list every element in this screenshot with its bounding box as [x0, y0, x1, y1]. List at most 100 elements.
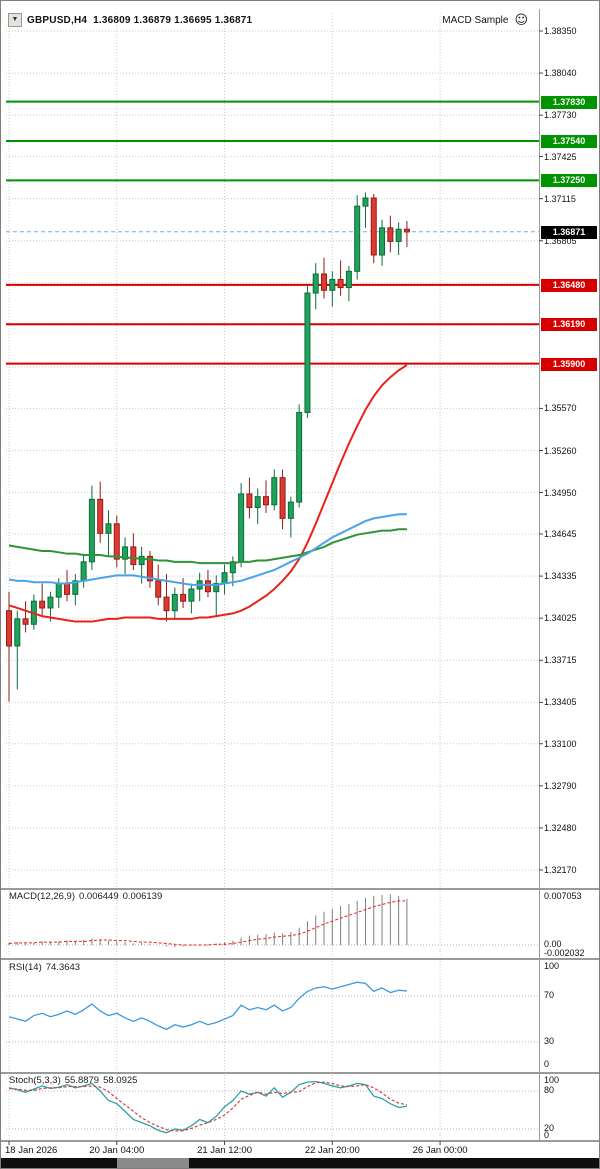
level-price-label: 1.37540 [541, 134, 597, 148]
stoch-axis-label: 100 [544, 1075, 560, 1085]
symbol-label: GBPUSD,H4 [27, 14, 88, 26]
price-tick-label: 1.34335 [544, 571, 577, 582]
time-axis-label: 26 Jan 00:00 [412, 1145, 468, 1156]
symbol-ohlc-label: GBPUSD,H4 1.36809 1.36879 1.36695 1.3687… [27, 15, 252, 26]
candle[interactable] [321, 257, 328, 299]
candle[interactable] [6, 591, 12, 702]
candle[interactable] [22, 601, 29, 633]
ma-blue-line [8, 513, 407, 586]
expert-advisor-label: MACD Sample ☺ [442, 14, 528, 27]
stoch-panel-label: Stoch(5,3,3) 55.8879 58.0925 [9, 1075, 141, 1086]
stoch-k-value: 55.8879 [64, 1075, 100, 1086]
macd-signal-line [8, 900, 407, 946]
price-tick-label: 1.35570 [544, 403, 577, 414]
candle[interactable] [213, 575, 220, 617]
macd-signal-value: 0.006139 [122, 891, 163, 902]
stoch-k-line [8, 1080, 408, 1134]
candle[interactable] [379, 219, 386, 266]
stoch-axis-label: 20 [544, 1123, 555, 1133]
candle[interactable] [146, 550, 153, 588]
candle[interactable] [370, 193, 377, 264]
candle[interactable] [403, 221, 410, 247]
ohlc-values: 1.36809 1.36879 1.36695 1.36871 [93, 14, 253, 26]
smiley-icon[interactable]: ☺ [514, 13, 528, 28]
candle[interactable] [395, 222, 402, 256]
stoch-axis-label: 80 [544, 1085, 555, 1095]
candle[interactable] [188, 583, 195, 614]
candle[interactable] [312, 263, 319, 310]
level-price-label: 1.36480 [541, 278, 597, 292]
price-tick-label: 1.37115 [544, 193, 576, 204]
candle[interactable] [254, 488, 261, 524]
price-tick-label: 1.38040 [544, 68, 577, 79]
candle[interactable] [163, 574, 170, 622]
scrollbar-thumb[interactable] [117, 1158, 189, 1168]
rsi-value: 74.3643 [45, 962, 81, 973]
candle[interactable] [296, 404, 303, 508]
price-tick-label: 1.37425 [544, 151, 577, 162]
candle[interactable] [155, 564, 162, 606]
symbol-dropdown-button[interactable]: ▼ [8, 13, 22, 27]
level-price-label: 1.37830 [541, 95, 597, 109]
price-tick-label: 1.38350 [544, 26, 577, 36]
macd-axis-label: -0.002032 [544, 948, 585, 958]
level-price-label: 1.36190 [541, 318, 597, 332]
candle[interactable] [130, 533, 137, 570]
rsi-panel-label: RSI(14) 74.3643 [9, 962, 84, 973]
candle[interactable] [387, 215, 394, 253]
rsi-axis-label: 100 [544, 961, 560, 971]
candle[interactable] [171, 587, 178, 619]
rsi-axis-label: 0 [544, 1059, 550, 1069]
time-axis-label: 21 Jan 12:00 [197, 1145, 252, 1156]
bottom-scrollbar[interactable] [1, 1158, 599, 1168]
price-tick-label: 1.36805 [544, 235, 577, 246]
candle[interactable] [354, 195, 361, 280]
price-tick-label: 1.33715 [544, 655, 577, 666]
candle[interactable] [204, 569, 211, 598]
price-tick-label: 1.33100 [544, 738, 577, 749]
candle[interactable] [329, 271, 336, 307]
ma-red-line [8, 364, 408, 623]
stoch-d-value: 58.0925 [103, 1075, 138, 1086]
candle[interactable] [72, 574, 79, 606]
candle[interactable] [362, 192, 369, 228]
price-tick-label: 1.32170 [544, 865, 577, 875]
price-tick-label: 1.34025 [544, 613, 577, 624]
candle[interactable] [105, 510, 112, 557]
candle[interactable] [14, 610, 21, 690]
time-axis-label: 20 Jan 04:00 [89, 1145, 145, 1156]
candle[interactable] [246, 477, 253, 519]
candle[interactable] [279, 469, 286, 530]
time-axis-label: 22 Jan 20:00 [304, 1145, 360, 1156]
macd-axis-label: 0.00 [544, 939, 562, 949]
candle[interactable] [337, 260, 344, 296]
ea-name-label: MACD Sample [442, 15, 509, 26]
chart-header: ▼ GBPUSD,H4 1.36809 1.36879 1.36695 1.36… [8, 13, 252, 27]
price-tick-label: 1.32480 [544, 822, 577, 833]
level-price-label: 1.35900 [541, 357, 597, 371]
rsi-name: RSI(14) [9, 962, 42, 973]
candle[interactable] [271, 469, 278, 511]
candles-layer [6, 192, 410, 702]
macd-panel-label: MACD(12,26,9) 0.006449 0.006139 [9, 891, 166, 902]
chevron-down-icon: ▼ [11, 16, 19, 23]
candle[interactable] [287, 496, 294, 538]
candle[interactable] [345, 265, 352, 302]
candle[interactable] [304, 284, 311, 418]
candle[interactable] [39, 583, 46, 615]
time-axis-label: 18 Jan 2026 [5, 1145, 58, 1156]
macd-main-value: 0.006449 [79, 891, 119, 902]
candle[interactable] [122, 537, 129, 575]
price-tick-label: 1.33405 [544, 697, 577, 708]
candle[interactable] [97, 481, 104, 543]
candle[interactable] [113, 515, 120, 568]
stoch-axis-label: 0 [544, 1130, 550, 1140]
rsi-axis-label: 70 [544, 990, 555, 1000]
price-tick-label: 1.34645 [544, 528, 577, 539]
level-price-label: 1.37250 [541, 174, 597, 188]
candle[interactable] [262, 480, 269, 513]
price-tick-label: 1.37730 [544, 110, 577, 121]
macd-layer [6, 894, 539, 948]
